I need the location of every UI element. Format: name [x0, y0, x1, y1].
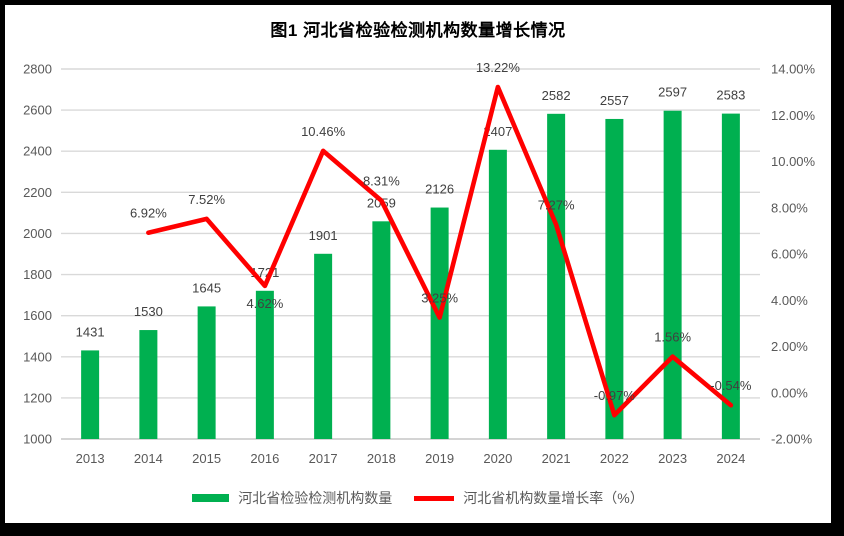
line-label-2018: 8.31% [363, 174, 400, 189]
right-axis-tick: 2.00% [771, 339, 808, 354]
bar-2018 [372, 221, 391, 439]
bar-label-2013: 1431 [76, 324, 105, 339]
bar-2017 [314, 253, 333, 439]
right-axis-tick: 14.00% [771, 62, 816, 77]
x-axis-label: 2022 [600, 451, 629, 466]
right-axis-tick: 6.00% [771, 247, 808, 262]
line-label-2019: 3.25% [421, 291, 458, 306]
x-axis-label: 2021 [542, 451, 571, 466]
line-label-2015: 7.52% [188, 192, 225, 207]
left-axis-tick: 2800 [23, 62, 52, 77]
bar-2013 [81, 350, 100, 439]
left-axis-tick: 1200 [23, 390, 52, 405]
line-label-2017: 10.46% [301, 124, 346, 139]
left-axis-tick: 2600 [23, 103, 52, 118]
bar-label-2019: 2126 [425, 182, 454, 197]
x-axis-label: 2023 [658, 451, 687, 466]
bar-label-2017: 1901 [309, 228, 338, 243]
bar-2020 [488, 149, 507, 440]
x-axis-label: 2020 [483, 451, 512, 466]
line-label-2024: -0.54% [710, 378, 752, 393]
right-axis-tick: 12.00% [771, 108, 816, 123]
chart-title: 图1 河北省检验检测机构数量增长情况 [270, 21, 566, 40]
bar-2019 [430, 207, 449, 439]
legend-bar-label: 河北省检验检测机构数量 [238, 490, 393, 506]
left-axis-tick: 2200 [23, 185, 52, 200]
left-axis-tick: 1600 [23, 308, 52, 323]
right-axis-tick: -2.00% [771, 432, 813, 447]
bar-2024 [721, 113, 740, 439]
x-axis-label: 2017 [309, 451, 338, 466]
line-label-2021: 7.27% [538, 198, 575, 213]
left-axis-tick: 1000 [23, 432, 52, 447]
line-label-2020: 13.22% [476, 60, 521, 75]
bar-label-2020: 2407 [483, 124, 512, 139]
bar-label-2015: 1645 [192, 280, 221, 295]
growth-rate-line [146, 84, 734, 418]
line-label-2016: 4.62% [246, 296, 283, 311]
left-axis-tick: 2400 [23, 144, 52, 159]
x-axis-label: 2024 [716, 451, 745, 466]
x-axis-label: 2015 [192, 451, 221, 466]
bar-2022 [605, 118, 624, 439]
bar-2014 [139, 330, 158, 439]
right-axis-tick: 10.00% [771, 154, 816, 169]
bar-label-2024: 2583 [716, 88, 745, 103]
left-axis-tick: 1400 [23, 349, 52, 364]
left-axis-tick: 2000 [23, 226, 52, 241]
x-axis-label: 2013 [76, 451, 105, 466]
right-axis-tick: 0.00% [771, 385, 808, 400]
bar-2015 [197, 306, 216, 439]
left-axis-tick: 1800 [23, 267, 52, 282]
bar-label-2023: 2597 [658, 85, 687, 100]
line-label-2022: -0.97% [594, 388, 636, 403]
chart-legend: 河北省检验检测机构数量 河北省机构数量增长率（%） [5, 488, 831, 508]
chart-plot-area: 1000 1200 1400 1600 1800 2000 2200 2400 2600 2800… [23, 60, 816, 466]
bar-2016 [255, 290, 274, 439]
bar-label-2014: 1530 [134, 304, 163, 319]
bar-2021 [547, 113, 566, 440]
right-axis-tick: 8.00% [771, 200, 808, 215]
x-axis-label: 2016 [250, 451, 279, 466]
x-axis-label: 2019 [425, 451, 454, 466]
x-axis-label: 2014 [134, 451, 163, 466]
line-label-2023: 1.56% [654, 330, 691, 345]
legend-line-label: 河北省机构数量增长率（%） [463, 490, 644, 506]
legend-line-swatch [414, 495, 455, 501]
line-label-2014: 6.92% [130, 206, 167, 221]
bar-2023 [663, 110, 682, 439]
bar-label-2021: 2582 [542, 88, 571, 103]
x-axis-label: 2018 [367, 451, 396, 466]
legend-bar-swatch [192, 494, 230, 502]
bar-label-2022: 2557 [600, 93, 629, 108]
right-axis-tick: 4.00% [771, 293, 808, 308]
